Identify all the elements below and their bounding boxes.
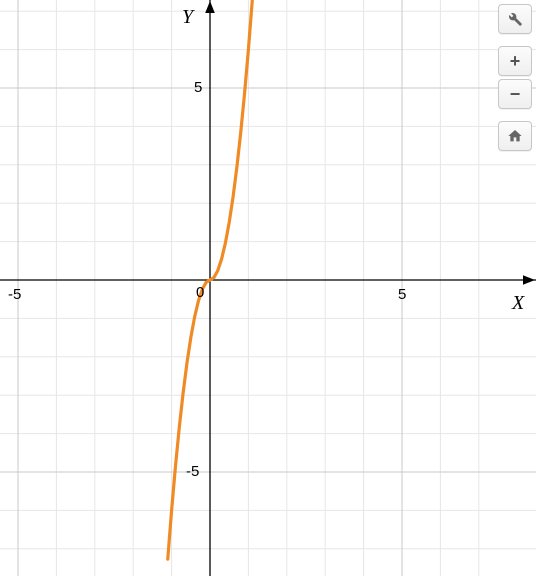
origin-label: 0	[196, 284, 204, 301]
zoom-in-button[interactable]: +	[498, 46, 532, 76]
x-axis-label: X	[512, 292, 524, 315]
wrench-icon	[507, 11, 523, 27]
home-icon	[507, 128, 523, 144]
zoom-out-button[interactable]: −	[498, 79, 532, 109]
y-tick-label: 5	[194, 79, 202, 96]
plus-icon: +	[510, 51, 521, 72]
toolbar: + −	[498, 4, 532, 151]
minus-icon: −	[510, 84, 521, 105]
chart-svg	[0, 0, 536, 576]
x-tick-label: -5	[8, 286, 21, 303]
home-button[interactable]	[498, 121, 532, 151]
x-tick-label: 5	[398, 286, 406, 303]
y-tick-label: -5	[186, 463, 199, 480]
settings-button[interactable]	[498, 4, 532, 34]
y-axis-label: Y	[182, 6, 193, 29]
